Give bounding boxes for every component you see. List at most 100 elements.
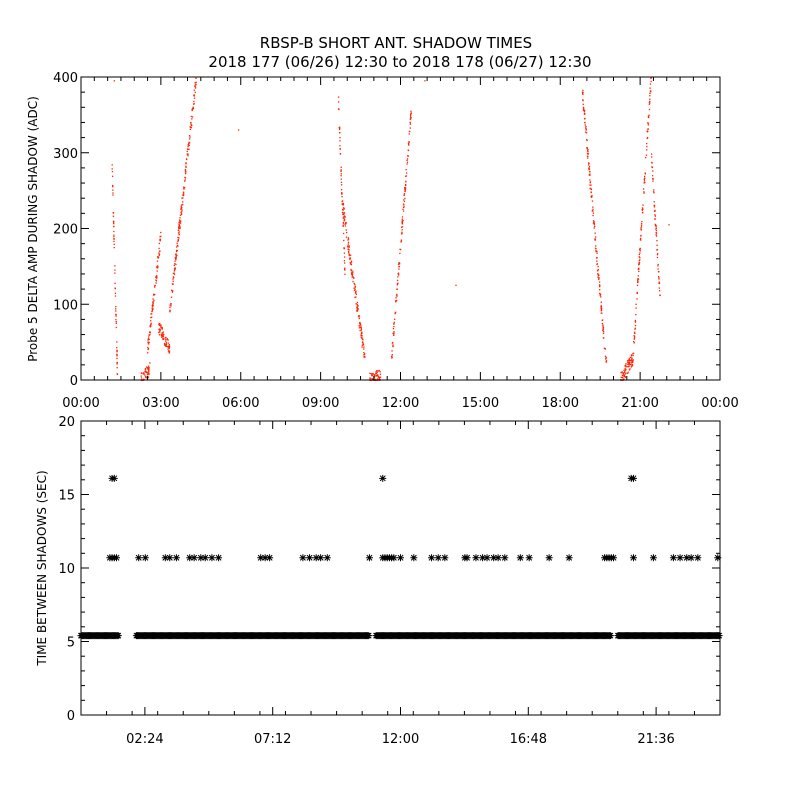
data-point	[195, 81, 197, 84]
data-point	[600, 310, 602, 312]
data-point	[352, 273, 354, 275]
data-point	[596, 263, 598, 265]
data-point	[149, 331, 151, 333]
data-point	[401, 229, 403, 231]
data-point	[148, 336, 150, 338]
data-point	[353, 282, 355, 285]
data-point	[409, 118, 412, 120]
data-point	[111, 168, 113, 170]
data-point	[396, 288, 398, 290]
data-point	[145, 370, 147, 373]
data-point	[582, 109, 585, 111]
data-point	[403, 204, 405, 206]
data-point	[342, 232, 345, 235]
data-point	[162, 338, 164, 340]
data-point	[342, 225, 344, 227]
data-point	[401, 221, 403, 224]
data-point	[649, 95, 651, 97]
data-point	[397, 274, 400, 276]
data-point	[587, 153, 589, 155]
data-point	[393, 334, 395, 337]
data-point	[374, 374, 376, 376]
data-point	[170, 296, 173, 298]
data-point	[402, 206, 405, 209]
data-point	[409, 114, 412, 116]
data-point	[115, 318, 117, 321]
data-point	[604, 355, 607, 357]
data-point	[595, 250, 597, 252]
data-point	[155, 276, 157, 278]
data-point	[351, 276, 353, 278]
data-point	[347, 250, 350, 253]
data-point	[150, 322, 152, 325]
data-point	[694, 554, 702, 562]
top-x-tick-label: 15:00	[462, 396, 499, 411]
data-point	[392, 327, 395, 330]
data-point	[155, 276, 157, 279]
data-point	[341, 192, 343, 194]
data-point	[627, 361, 629, 364]
data-point	[638, 249, 641, 251]
data-point	[379, 373, 382, 375]
data-point	[398, 265, 400, 268]
data-point	[172, 554, 180, 562]
data-point	[588, 165, 591, 168]
data-point	[187, 153, 189, 155]
data-point	[158, 242, 160, 245]
data-point	[353, 287, 355, 289]
data-point	[159, 331, 161, 333]
data-point	[638, 262, 641, 264]
data-point	[400, 239, 403, 241]
data-point	[116, 367, 118, 369]
data-point	[394, 312, 396, 315]
data-point	[401, 231, 403, 233]
data-point	[657, 271, 660, 273]
data-point	[147, 339, 149, 341]
top-y-tick-label: 400	[53, 71, 78, 86]
data-point	[345, 229, 347, 231]
data-point	[620, 371, 622, 374]
data-point	[641, 209, 643, 211]
data-point	[393, 318, 396, 320]
data-point	[114, 272, 116, 274]
data-point	[359, 326, 362, 329]
data-point	[639, 250, 641, 252]
data-point	[585, 127, 587, 129]
data-point	[643, 177, 646, 179]
data-point	[114, 295, 117, 297]
data-point	[598, 281, 601, 283]
data-point	[654, 214, 656, 216]
data-point	[650, 80, 652, 83]
data-point	[351, 273, 353, 276]
data-point	[582, 93, 584, 95]
data-point	[586, 139, 588, 142]
data-point	[359, 321, 361, 324]
data-point	[356, 310, 358, 313]
data-point	[594, 232, 596, 234]
data-point	[358, 315, 360, 317]
data-point	[152, 301, 155, 303]
data-point	[638, 260, 640, 262]
data-point	[347, 238, 350, 240]
data-point	[184, 176, 186, 179]
data-point	[364, 353, 366, 355]
data-point	[637, 268, 639, 271]
data-point	[370, 373, 372, 375]
data-point	[646, 149, 648, 151]
data-point	[397, 276, 399, 278]
data-point	[628, 360, 630, 362]
data-point	[177, 240, 179, 242]
data-point	[147, 341, 149, 343]
data-point	[145, 376, 147, 379]
data-point	[175, 250, 178, 253]
top-x-tick-label: 21:00	[621, 396, 658, 411]
data-point	[582, 106, 585, 109]
data-point	[656, 254, 659, 256]
data-point	[646, 142, 648, 145]
data-point	[180, 213, 183, 216]
data-point	[639, 237, 642, 240]
data-point	[649, 92, 651, 95]
data-point	[398, 262, 401, 265]
data-point	[344, 225, 347, 227]
data-point	[166, 554, 174, 562]
